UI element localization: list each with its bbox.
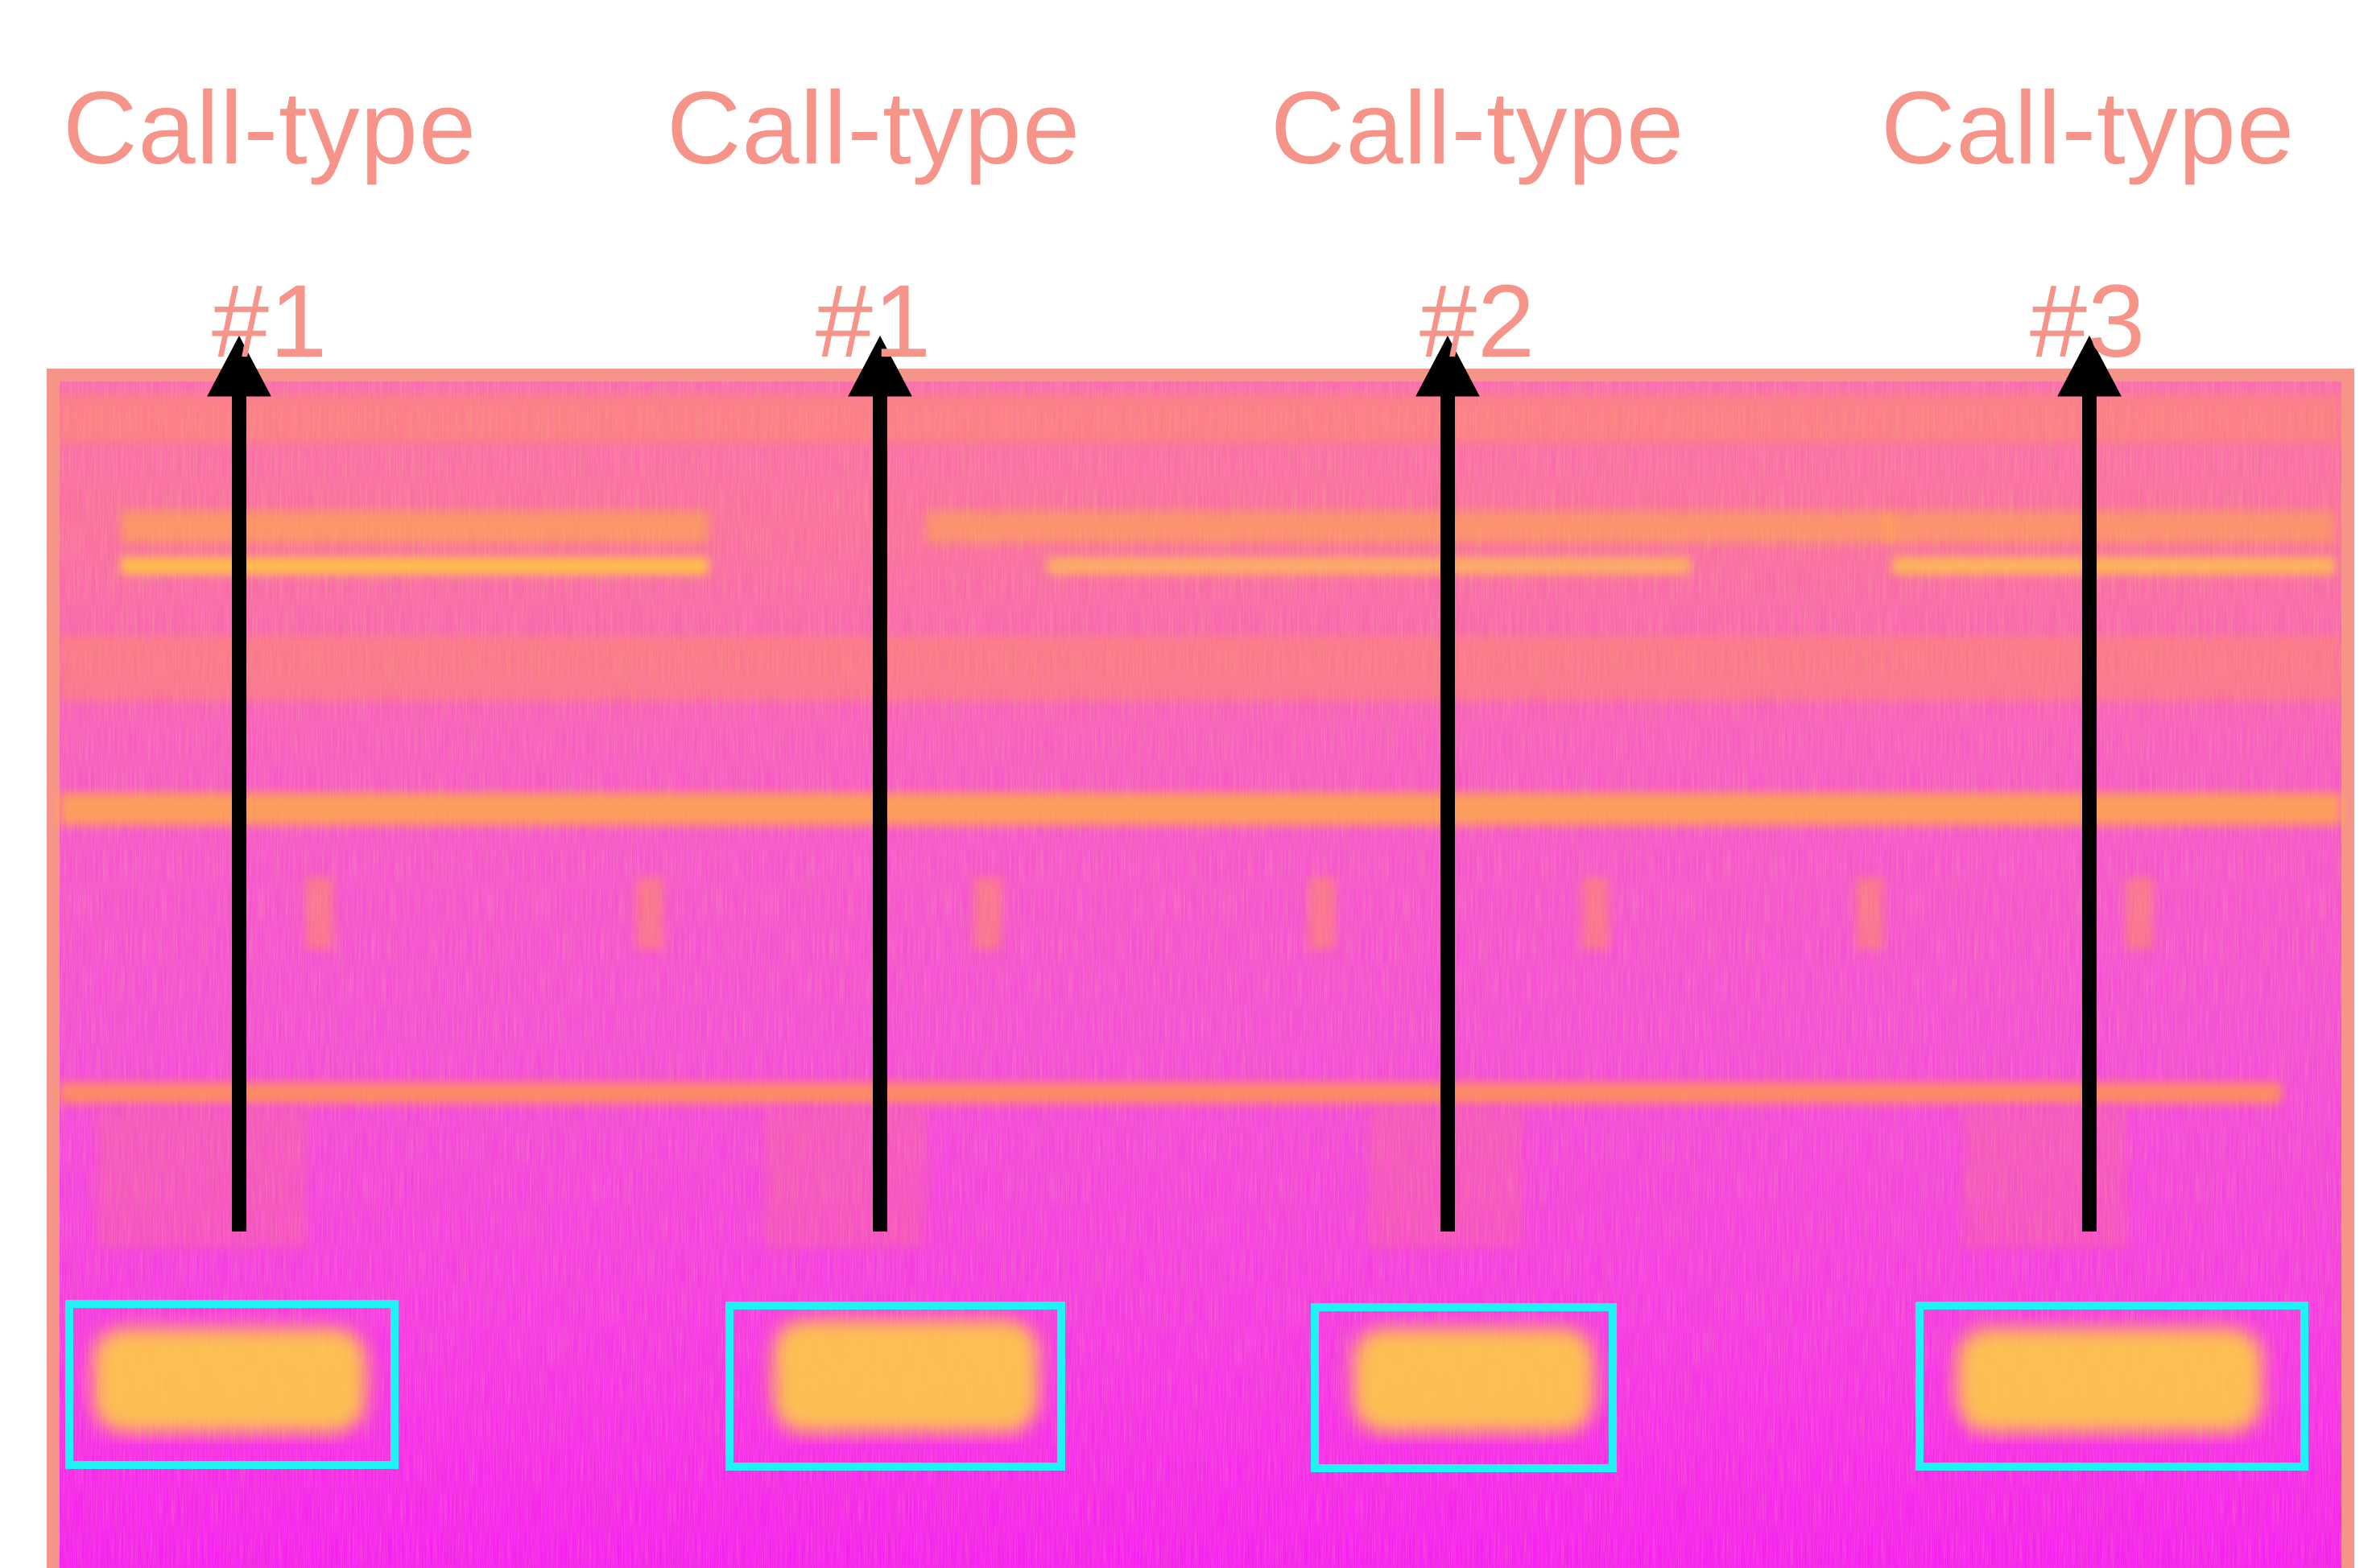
call-box-1 xyxy=(65,1300,399,1469)
call-type-label-4: Call-type #3 xyxy=(1814,32,2362,419)
call-box-2 xyxy=(725,1302,1065,1471)
call-type-label-1-line1: Call-type xyxy=(62,71,477,186)
vertical-streaks xyxy=(97,877,2153,1248)
call-type-label-1-line2: #1 xyxy=(211,264,329,379)
call-type-label-3-line2: #2 xyxy=(1419,264,1536,379)
harmonic-bands xyxy=(60,394,2341,1104)
call-type-label-2: Call-type #1 xyxy=(600,32,1147,419)
call-type-label-3: Call-type #2 xyxy=(1204,32,1751,419)
arrow-2 xyxy=(848,335,912,1232)
call-type-label-3-line1: Call-type xyxy=(1270,71,1685,186)
call-type-label-1: Call-type #1 xyxy=(0,32,543,419)
call-boxes xyxy=(65,1300,2308,1472)
call-type-label-4-line1: Call-type xyxy=(1880,71,2296,186)
arrows xyxy=(207,335,2122,1232)
call-box-4 xyxy=(1915,1302,2308,1471)
call-type-label-2-line2: #1 xyxy=(815,264,932,379)
arrow-1 xyxy=(207,335,271,1232)
arrow-4 xyxy=(2057,335,2122,1232)
call-type-label-2-line1: Call-type xyxy=(666,71,1081,186)
call-type-label-4-line2: #3 xyxy=(2029,264,2147,379)
call-box-3 xyxy=(1311,1303,1617,1472)
call-blobs xyxy=(93,1320,2262,1433)
arrow-3 xyxy=(1415,335,1480,1232)
